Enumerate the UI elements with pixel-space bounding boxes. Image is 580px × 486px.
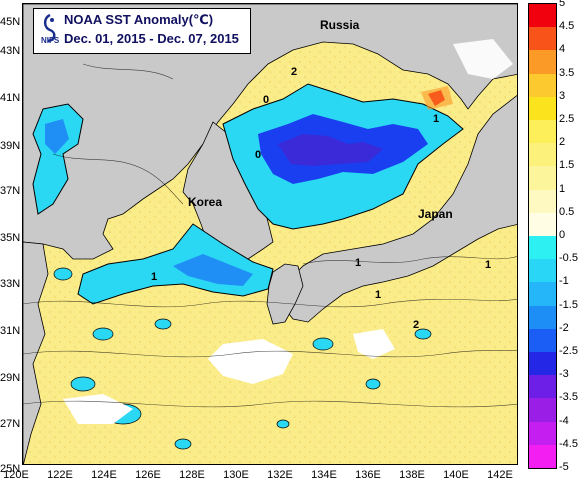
lon-tick: 138E	[399, 469, 425, 481]
contour-label: 0	[255, 149, 261, 161]
cold-core-yellow-sea	[45, 119, 69, 154]
lat-tick: 29N	[0, 372, 21, 384]
colorbar-swatch	[529, 236, 556, 260]
colorbar-tick-label: -4.5	[559, 437, 578, 450]
colorbar-swatch	[529, 73, 556, 98]
contour-label: 1	[151, 271, 157, 283]
lon-tick: 124E	[91, 469, 117, 481]
lat-tick: 37N	[0, 185, 21, 197]
lat-tick: 33N	[0, 278, 21, 290]
map-date-range: Dec. 01, 2015 - Dec. 07, 2015	[64, 31, 239, 46]
colorbar-tick-label: -2	[559, 321, 569, 334]
colorbar-tick-label: -1.5	[559, 298, 578, 311]
lat-tick: 25N	[0, 463, 21, 475]
colorbar-swatch	[529, 444, 556, 469]
colorbar-tick-label: 2.5	[559, 113, 575, 125]
contour-label: 2	[413, 319, 419, 331]
colorbar-tick-label: -3.5	[559, 391, 578, 404]
land-kyushu	[266, 263, 304, 325]
colorbar-tick-label: 1.5	[559, 159, 575, 172]
lat-tick: 35N	[0, 232, 21, 244]
cold-core-korea-strait	[173, 254, 253, 286]
lon-tick: 140E	[443, 469, 469, 481]
map-panel: 2 0 1 0 1 1 1 2 1	[22, 3, 518, 465]
lon-tick: 128E	[179, 469, 205, 481]
lon-tick: 130E	[223, 469, 249, 481]
lat-tick: 43N	[0, 45, 21, 57]
colorbar-swatch	[529, 50, 556, 75]
land-china-south	[23, 241, 49, 464]
contour-label: 1	[485, 259, 491, 271]
lon-tick: 122E	[47, 469, 73, 481]
colorbar-swatch	[529, 352, 556, 376]
warm-ring	[421, 86, 453, 110]
title-box: NIFS NOAA SST Anomaly(℃) Dec. 01, 2015 -…	[33, 8, 251, 54]
lat-tick: 45N	[0, 16, 21, 28]
colorbar-tick-label: -4	[559, 414, 569, 427]
colorbar-tick-label: 0	[559, 229, 566, 241]
lat-tick: 31N	[0, 325, 21, 337]
label-russia: Russia	[320, 18, 360, 32]
colorbar-tick-label: -2.5	[559, 345, 578, 357]
colorbar-tick-label: 0.5	[559, 205, 575, 218]
label-japan: Japan	[418, 207, 453, 221]
colorbar-tick-label: 2	[559, 136, 566, 149]
colorbar-swatch	[529, 166, 556, 191]
lon-tick: 126E	[135, 469, 161, 481]
nifs-logo-icon	[43, 13, 56, 43]
contour-lines	[23, 63, 517, 408]
map-title: NOAA SST Anomaly(℃)	[64, 12, 214, 27]
logo-text: NIFS	[41, 36, 60, 45]
colorbar-swatch	[529, 305, 556, 330]
lon-tick: 132E	[267, 469, 293, 481]
colorbar-swatch	[529, 398, 556, 423]
colorbar-tick-label: 1	[559, 182, 566, 195]
colorbar-tick-label: 3.5	[559, 66, 575, 79]
colorbar-tick-label: -1	[559, 275, 569, 288]
colorbar-tick-label: 4.5	[559, 20, 575, 33]
colorbar-swatch	[529, 27, 556, 51]
lat-tick: 27N	[0, 418, 21, 430]
lon-tick: 134E	[311, 469, 337, 481]
colorbar-swatch	[529, 212, 556, 237]
colorbar-tick-label: 5	[559, 0, 566, 9]
colorbar-swatch	[529, 189, 556, 214]
colorbar-swatch	[529, 4, 556, 28]
missing-data-patches	[63, 39, 513, 424]
colorbar-swatch	[529, 120, 556, 144]
colorbar-tick-label: -3	[559, 368, 569, 381]
lon-tick: 142E	[487, 469, 513, 481]
colorbar	[528, 3, 557, 469]
colorbar-swatch	[529, 282, 556, 307]
colorbar-swatch	[529, 259, 556, 283]
lon-tick: 120E	[3, 469, 29, 481]
land-russia	[23, 4, 517, 260]
contour-label: 0	[263, 94, 269, 106]
contour-label: 1	[355, 257, 361, 269]
colorbar-tick-label: 3	[559, 89, 566, 102]
colorbar-swatch	[529, 421, 556, 446]
colorbar-swatch	[529, 375, 556, 399]
contour-label: 2	[291, 66, 297, 78]
colorbar-swatch	[529, 143, 556, 167]
colorbar-tick-label: -5	[559, 461, 569, 473]
lon-tick: 136E	[355, 469, 381, 481]
colorbar-swatch	[529, 96, 556, 121]
sst-anomaly-map: 2 0 1 0 1 1 1 2 1	[23, 4, 517, 464]
cold-deep-east-sea	[278, 134, 383, 166]
label-korea: Korea	[188, 195, 223, 209]
colorbar-tick-label: 4	[559, 43, 566, 56]
lat-tick: 39N	[0, 140, 21, 152]
contour-label: 1	[375, 289, 381, 301]
contour-label-group: 2 0 1 0 1 1 1 2 1	[151, 66, 491, 331]
colorbar-tick-label: -0.5	[559, 252, 578, 265]
colorbar-swatch	[529, 328, 556, 353]
lat-tick: 41N	[0, 92, 21, 104]
contour-label: 1	[433, 113, 439, 125]
